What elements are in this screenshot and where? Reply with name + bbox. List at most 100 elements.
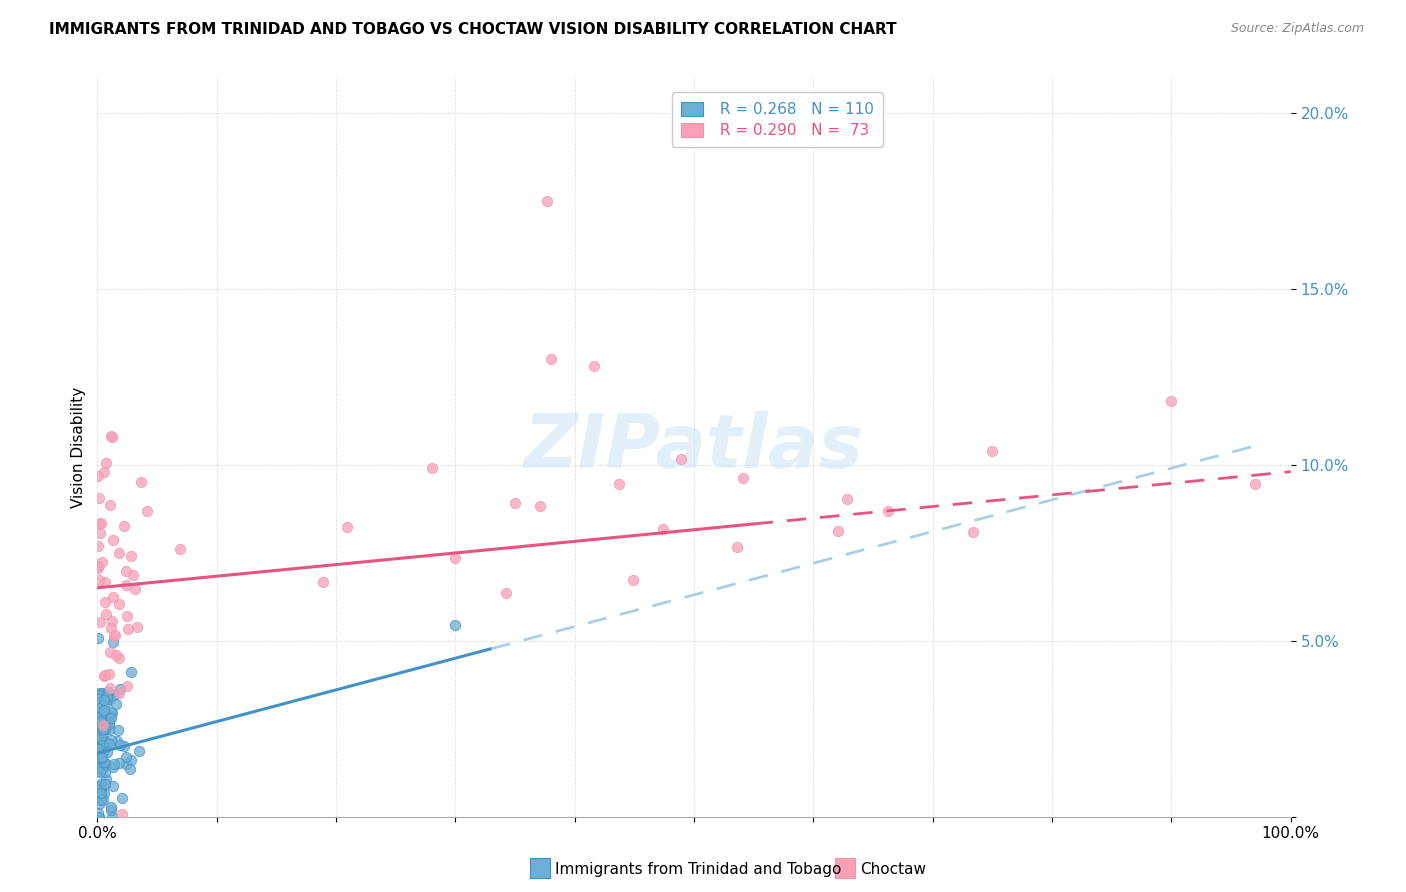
- Point: [86, 631, 108, 645]
- Point: [90, 686, 112, 700]
- Point: [90, 738, 112, 752]
- Point: [120, 549, 142, 564]
- Point: [100, 645, 122, 659]
- Point: [89, 751, 111, 765]
- Legend:  R = 0.268   N = 110,  R = 0.290   N =  73: R = 0.268 N = 110, R = 0.290 N = 73: [672, 93, 883, 147]
- Point: [725, 540, 748, 554]
- Point: [97, 684, 120, 698]
- Point: [115, 609, 138, 624]
- Text: IMMIGRANTS FROM TRINIDAD AND TOBAGO VS CHOCTAW VISION DISABILITY CORRELATION CHA: IMMIGRANTS FROM TRINIDAD AND TOBAGO VS C…: [49, 22, 897, 37]
- Point: [93, 786, 115, 800]
- Point: [90, 786, 112, 800]
- Point: [89, 701, 111, 715]
- Point: [91, 746, 114, 760]
- Point: [87, 746, 110, 760]
- Text: Immigrants from Trinidad and Tobago: Immigrants from Trinidad and Tobago: [555, 863, 842, 877]
- Point: [93, 755, 115, 769]
- Point: [96, 690, 118, 704]
- Point: [86, 780, 108, 794]
- Point: [87, 797, 110, 812]
- Point: [100, 706, 122, 720]
- Point: [101, 760, 124, 774]
- Point: [609, 476, 631, 491]
- Point: [87, 517, 110, 532]
- Point: [420, 461, 443, 475]
- Point: [103, 688, 125, 702]
- Point: [731, 471, 754, 485]
- Point: [100, 803, 122, 817]
- Point: [90, 785, 112, 799]
- Point: [125, 619, 148, 633]
- Point: [529, 499, 551, 513]
- Point: [105, 697, 128, 711]
- Point: [312, 575, 335, 590]
- Point: [981, 444, 1004, 458]
- Point: [103, 629, 125, 643]
- Point: [89, 686, 111, 700]
- Point: [89, 526, 111, 541]
- Point: [1244, 476, 1267, 491]
- Point: [135, 504, 157, 518]
- Point: [87, 764, 110, 779]
- Point: [94, 595, 117, 609]
- Point: [100, 706, 122, 720]
- Point: [94, 695, 117, 709]
- Point: [96, 745, 118, 759]
- Point: [89, 764, 111, 779]
- Point: [129, 475, 152, 490]
- Point: [89, 782, 111, 797]
- Point: [87, 720, 110, 734]
- Point: [101, 533, 124, 547]
- Point: [120, 753, 142, 767]
- Point: [582, 359, 605, 373]
- Point: [114, 749, 136, 764]
- Point: [444, 618, 467, 632]
- Point: [93, 693, 115, 707]
- Point: [110, 806, 132, 821]
- Point: [104, 628, 127, 642]
- Point: [87, 539, 110, 553]
- Point: [100, 800, 122, 814]
- Point: [114, 564, 136, 578]
- Point: [96, 735, 118, 749]
- Point: [101, 809, 124, 823]
- Point: [90, 731, 112, 745]
- Point: [87, 735, 110, 749]
- Point: [97, 667, 120, 681]
- Point: [94, 456, 117, 470]
- Point: [89, 809, 111, 823]
- Point: [443, 550, 465, 565]
- Point: [87, 688, 110, 702]
- Point: [87, 726, 110, 740]
- Point: [96, 772, 118, 786]
- Point: [86, 691, 108, 706]
- Point: [90, 762, 112, 776]
- Point: [89, 706, 111, 721]
- Point: [93, 756, 115, 771]
- Point: [100, 733, 122, 747]
- Point: [103, 756, 125, 771]
- Point: [962, 525, 984, 540]
- Point: [100, 429, 122, 443]
- Point: [108, 546, 131, 560]
- Point: [89, 791, 111, 805]
- Point: [98, 681, 121, 695]
- Point: [90, 754, 112, 768]
- Point: [118, 762, 141, 776]
- Point: [100, 711, 122, 725]
- Point: [621, 573, 644, 587]
- Point: [91, 750, 114, 764]
- Point: [671, 451, 693, 466]
- Point: [90, 752, 112, 766]
- Point: [90, 752, 112, 766]
- Point: [111, 791, 134, 805]
- Point: [108, 739, 131, 753]
- Point: [98, 714, 121, 729]
- Point: [108, 756, 131, 770]
- Point: [94, 722, 117, 736]
- Point: [93, 712, 115, 726]
- Point: [98, 710, 121, 724]
- Point: [115, 577, 138, 591]
- Point: [90, 555, 112, 569]
- Point: [128, 744, 150, 758]
